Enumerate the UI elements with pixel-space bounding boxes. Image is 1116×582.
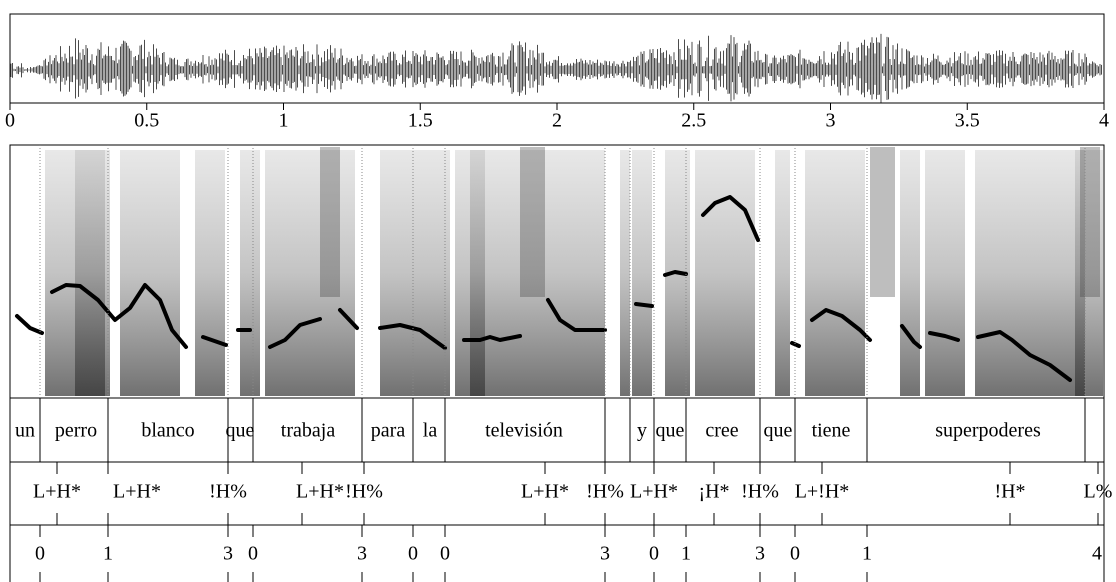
break-label: 3 xyxy=(755,543,765,565)
tone-label: L+!H* xyxy=(795,481,850,503)
spectral-energy xyxy=(380,150,450,396)
tone-label: !H% xyxy=(586,481,624,503)
word-label: trabaja xyxy=(281,420,336,442)
waveform-frame xyxy=(9,13,1105,104)
tone-label: L% xyxy=(1084,481,1113,503)
break-label: 0 xyxy=(35,543,45,565)
fricative-energy xyxy=(520,147,545,297)
time-tick-label: 4 xyxy=(1099,110,1109,132)
tone-label: !H% xyxy=(345,481,383,503)
break-label: 3 xyxy=(357,543,367,565)
fricative-energy xyxy=(320,147,340,297)
tone-label: L+H* xyxy=(521,481,569,503)
time-tick-label: 0.5 xyxy=(134,110,159,132)
time-tick-label: 1.5 xyxy=(408,110,433,132)
word-label: tiene xyxy=(812,420,851,442)
waveform xyxy=(10,33,1102,103)
spectral-energy xyxy=(775,150,790,396)
tone-label: L+H* xyxy=(113,481,161,503)
time-tick-label: 2.5 xyxy=(681,110,706,132)
word-label: cree xyxy=(705,420,738,442)
break-label: 1 xyxy=(103,543,113,565)
break-label: 0 xyxy=(790,543,800,565)
fricative-energy xyxy=(870,147,895,297)
word-label: televisión xyxy=(485,420,563,442)
word-label: blanco xyxy=(141,420,194,442)
spectral-energy xyxy=(975,150,1085,396)
break-label: 3 xyxy=(223,543,233,565)
spectrogram xyxy=(45,147,1103,396)
break-tier xyxy=(9,524,1105,582)
spectral-energy xyxy=(925,150,965,396)
fricative-energy xyxy=(1080,147,1100,297)
pitch-track xyxy=(15,195,1072,382)
time-tick-label: 2 xyxy=(552,110,562,132)
spectral-energy xyxy=(470,150,605,396)
word-label: que xyxy=(764,420,793,442)
tone-label: !H% xyxy=(741,481,779,503)
spectral-energy xyxy=(1075,150,1103,396)
spectral-energy xyxy=(240,150,260,396)
time-tick-label: 3.5 xyxy=(955,110,980,132)
time-tick-label: 0 xyxy=(5,110,15,132)
tone-label: !H* xyxy=(994,481,1025,503)
tone-label: L+H* xyxy=(630,481,678,503)
break-label: 3 xyxy=(600,543,610,565)
break-label: 0 xyxy=(408,543,418,565)
tone-label: !H% xyxy=(209,481,247,503)
spectral-energy xyxy=(695,150,755,396)
spectral-energy xyxy=(75,150,110,396)
tone-label: L+H* xyxy=(33,481,81,503)
spectral-energy xyxy=(120,150,180,396)
spectral-energy xyxy=(632,150,652,396)
break-label: 1 xyxy=(681,543,691,565)
tone-label: L+H* xyxy=(296,481,344,503)
break-label: 1 xyxy=(862,543,872,565)
word-label: superpoderes xyxy=(935,420,1041,442)
word-label: para xyxy=(371,420,406,442)
word-label: y xyxy=(637,420,647,442)
spectral-energy xyxy=(900,150,920,396)
spectral-energy xyxy=(195,150,225,396)
tone-label: ¡H* xyxy=(698,481,729,503)
break-label: 0 xyxy=(248,543,258,565)
spectral-energy xyxy=(265,150,355,396)
spectral-energy xyxy=(805,150,865,396)
break-label: 0 xyxy=(649,543,659,565)
time-tick-label: 1 xyxy=(279,110,289,132)
break-label: 4 xyxy=(1092,543,1102,565)
word-label: que xyxy=(226,420,255,442)
spectral-energy xyxy=(620,150,630,396)
word-label: un xyxy=(15,420,35,442)
word-label: la xyxy=(423,420,438,442)
word-label: perro xyxy=(55,420,97,442)
time-tick-label: 3 xyxy=(826,110,836,132)
waveform-trace xyxy=(10,33,1102,103)
break-label: 0 xyxy=(440,543,450,565)
word-label: que xyxy=(656,420,685,442)
